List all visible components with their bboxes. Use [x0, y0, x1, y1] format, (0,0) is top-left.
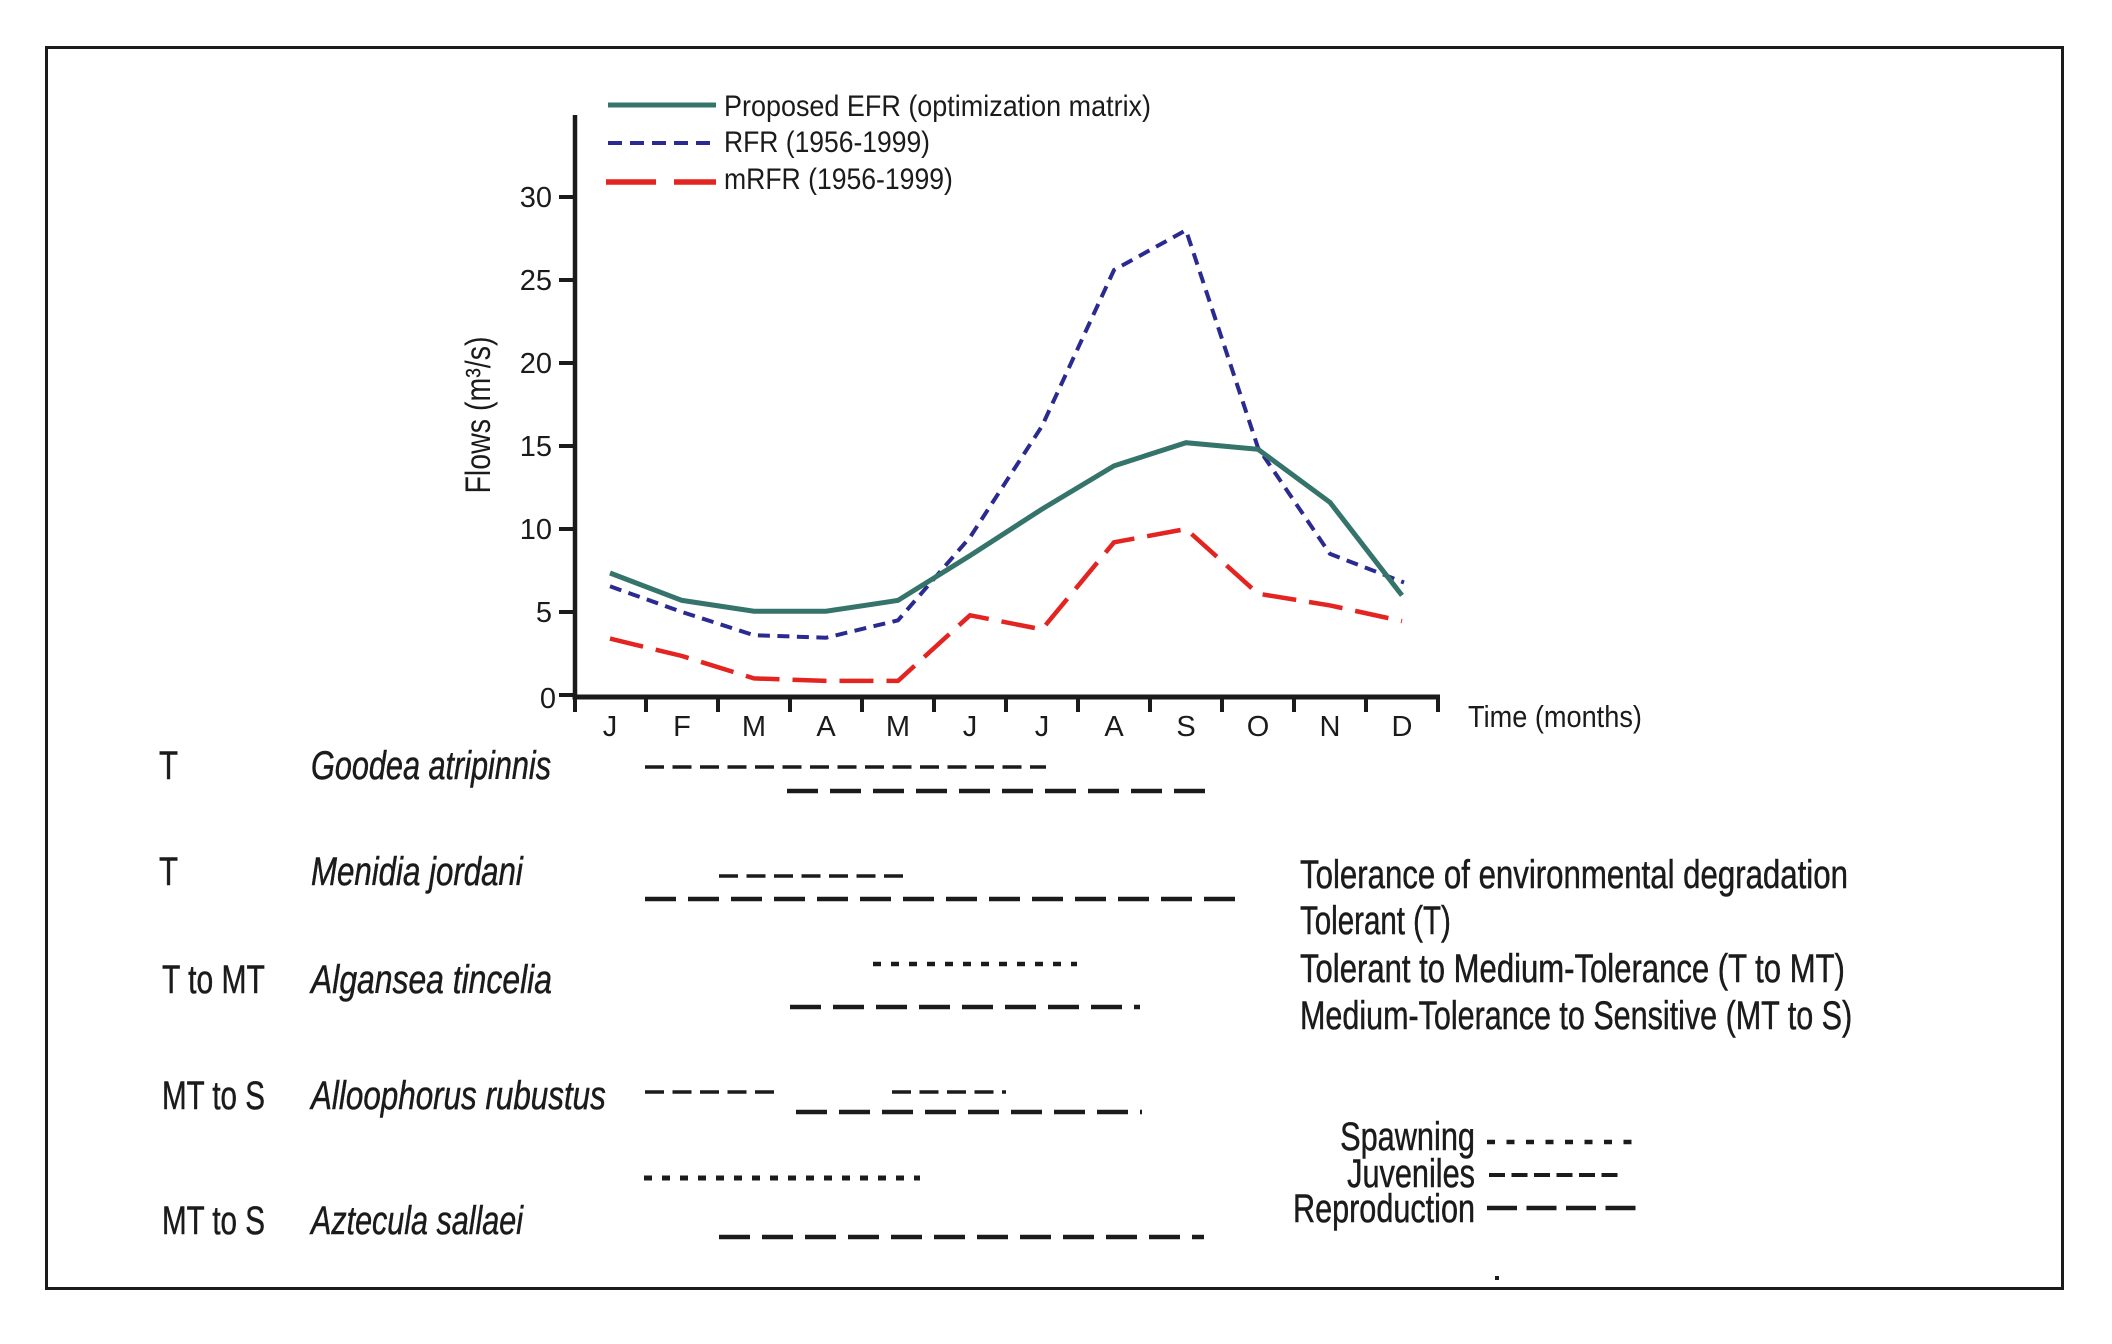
svg-text:Aztecula sallaei: Aztecula sallaei [309, 1198, 524, 1243]
svg-text:M: M [742, 711, 766, 743]
svg-text:10: 10 [520, 514, 552, 546]
svg-text:Juveniles: Juveniles [1347, 1151, 1475, 1196]
svg-text:Alloophorus rubustus: Alloophorus rubustus [309, 1072, 606, 1118]
svg-text:A: A [816, 711, 836, 743]
svg-text:M: M [886, 711, 910, 743]
svg-text:25: 25 [520, 265, 552, 297]
svg-text:MT to S: MT to S [162, 1074, 265, 1118]
svg-text:T: T [159, 849, 178, 894]
svg-text:J: J [1035, 711, 1050, 743]
svg-text:Algansea tincelia: Algansea tincelia [309, 957, 552, 1002]
svg-text:D: D [1392, 711, 1413, 743]
svg-text:RFR (1956-1999): RFR (1956-1999) [724, 124, 930, 158]
svg-text:Spawning: Spawning [1340, 1114, 1475, 1159]
svg-text:J: J [603, 711, 618, 743]
svg-text:20: 20 [520, 348, 552, 380]
svg-text:T: T [159, 743, 178, 788]
svg-text:Tolerant to Medium-Tolerance (: Tolerant to Medium-Tolerance (T to MT) [1300, 946, 1845, 991]
svg-text:MT to S: MT to S [162, 1199, 265, 1243]
svg-text:T to MT: T to MT [162, 958, 265, 1002]
svg-text:Flows (m³/s): Flows (m³/s) [458, 336, 497, 493]
svg-text:S: S [1176, 711, 1195, 743]
svg-text:Goodea atripinnis: Goodea atripinnis [311, 743, 551, 788]
svg-text:J: J [963, 711, 978, 743]
svg-text:O: O [1247, 711, 1270, 743]
svg-text:A: A [1104, 711, 1124, 743]
svg-text:30: 30 [520, 182, 552, 214]
svg-text:Medium-Tolerance to Sensitive: Medium-Tolerance to Sensitive (MT to S) [1300, 993, 1852, 1038]
svg-text:Time (months): Time (months) [1468, 700, 1642, 734]
svg-text:5: 5 [536, 597, 552, 629]
svg-text:Tolerant (T): Tolerant (T) [1300, 899, 1451, 943]
svg-text:Reproduction: Reproduction [1293, 1186, 1475, 1231]
svg-text:15: 15 [520, 431, 552, 463]
svg-text:0: 0 [540, 683, 556, 715]
svg-text:mRFR (1956-1999): mRFR (1956-1999) [724, 163, 953, 197]
svg-text:N: N [1320, 711, 1341, 743]
svg-text:Proposed EFR (optimization mat: Proposed EFR (optimization matrix) [724, 90, 1151, 124]
svg-text:Menidia jordani: Menidia jordani [311, 849, 524, 894]
svg-text:Tolerance of environmental deg: Tolerance of environmental degradation [1300, 852, 1848, 897]
svg-text:F: F [673, 711, 691, 743]
